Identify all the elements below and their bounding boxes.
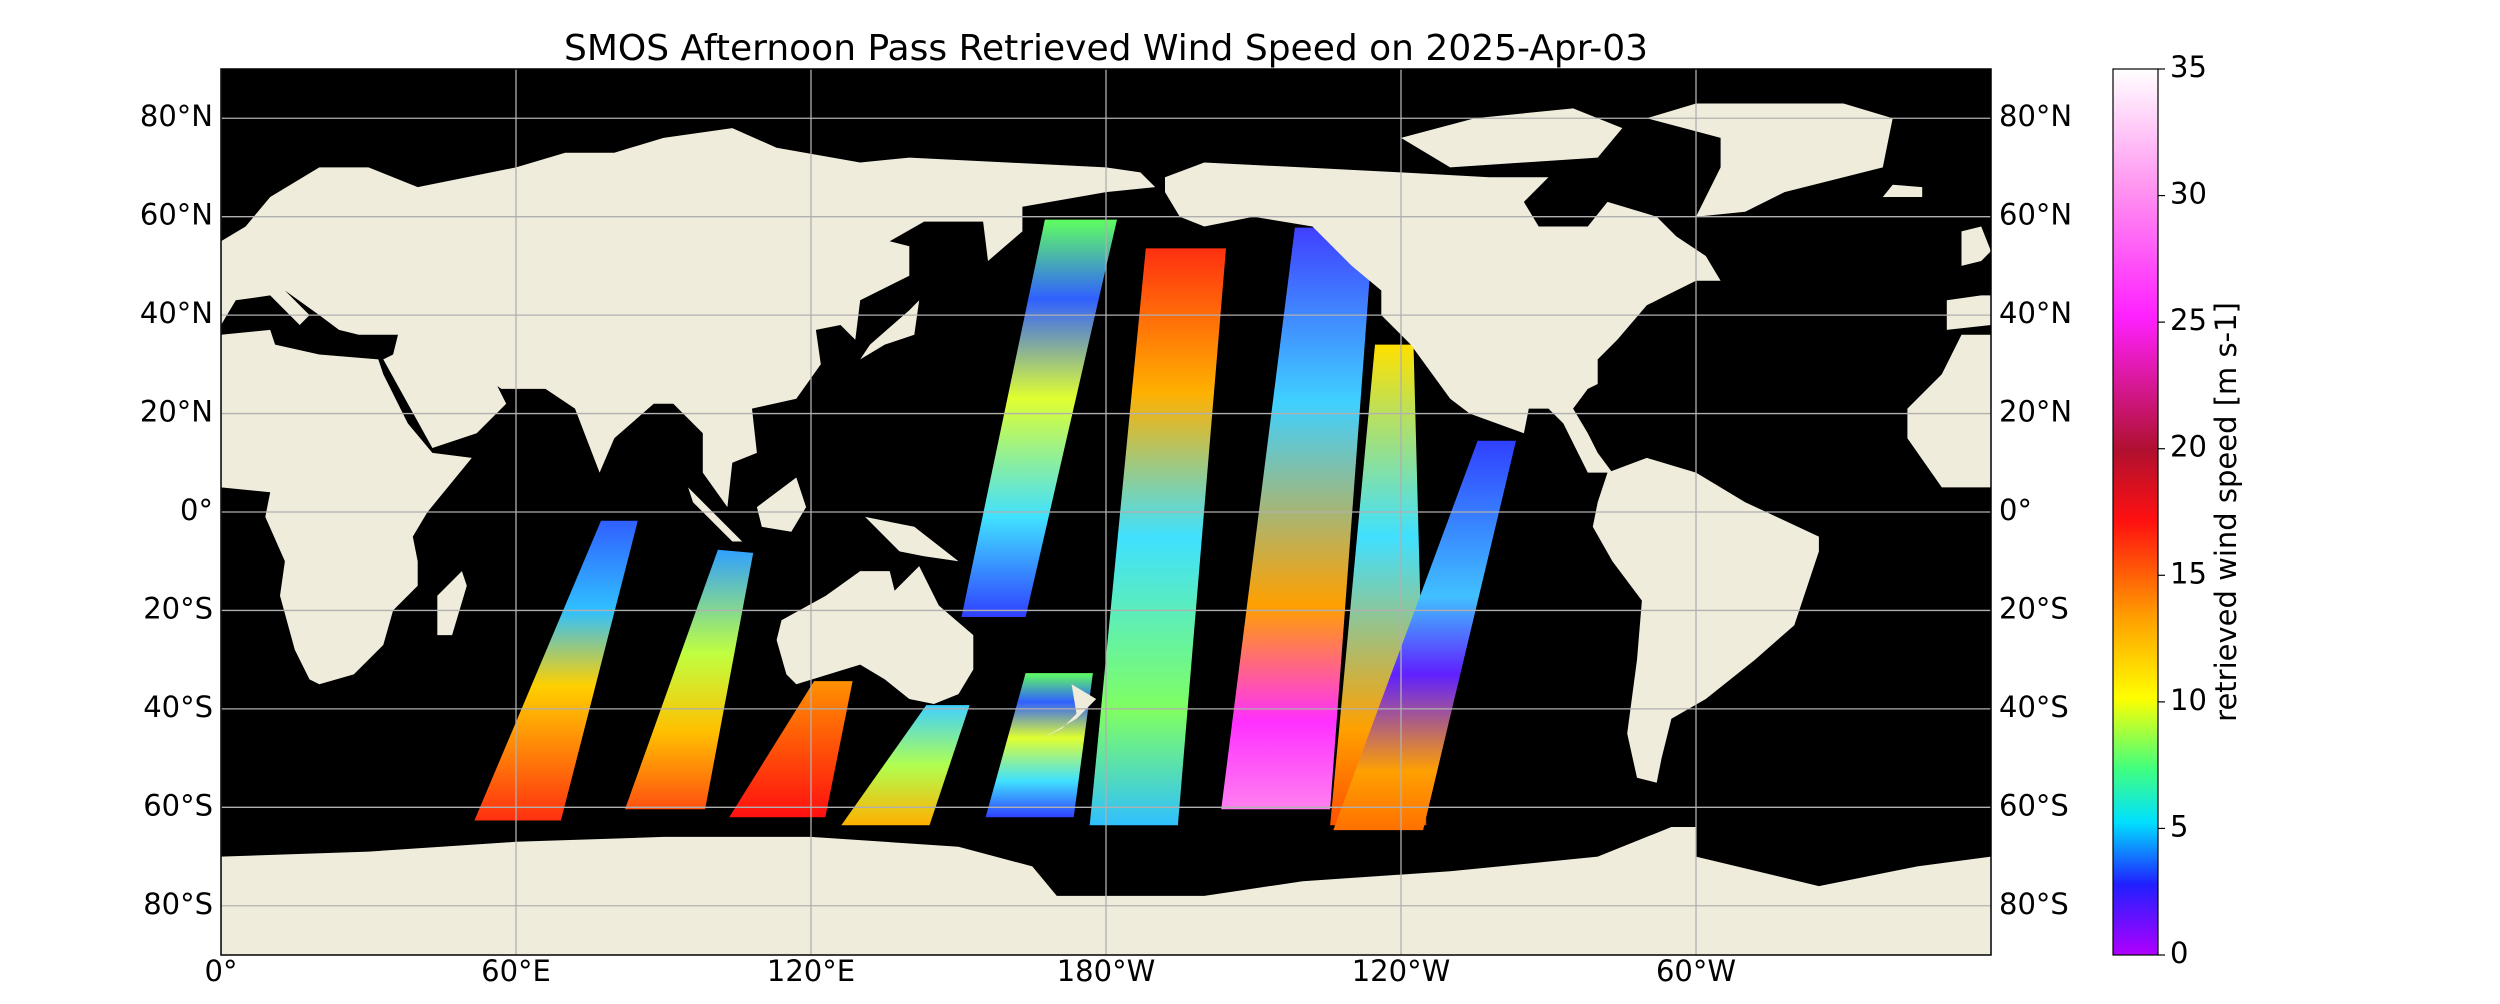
satellite-swath	[961, 219, 1117, 617]
lat-tick-label-left: 60°S	[143, 788, 213, 822]
landmass	[1961, 226, 1991, 266]
lat-tick-label-right: 80°S	[1999, 887, 2069, 921]
satellite-swath	[1333, 440, 1516, 831]
landmass	[221, 329, 472, 685]
landmass	[1165, 162, 1721, 473]
lat-tick-label-right: 60°S	[1999, 788, 2069, 822]
lat-tick-label-left: 40°S	[143, 690, 213, 724]
tick-labels: 80°N 80°N 60°N 60°N 40°N 40°N 20°N 20°N 0° 0° 20°S…	[140, 50, 2207, 988]
landmass	[1907, 334, 1991, 488]
lat-tick-label-right: 20°N	[1999, 395, 2072, 429]
lat-tick-label-right: 0°	[1999, 493, 2032, 527]
landmass	[221, 128, 1156, 508]
landmass	[1646, 103, 1893, 217]
lat-tick-label-right: 80°N	[1999, 99, 2072, 133]
landmass	[756, 477, 807, 532]
lon-tick-label: 60°E	[481, 954, 551, 988]
colorbar	[2112, 68, 2159, 956]
map-area	[221, 69, 1991, 955]
landmass	[1592, 457, 1819, 783]
landmass	[437, 571, 467, 636]
colorbar-tick-label: 0	[2170, 936, 2188, 970]
lat-tick-label-right: 40°N	[1999, 296, 2072, 330]
satellite-swath	[1089, 248, 1226, 826]
lat-tick-label-right: 20°S	[1999, 591, 2069, 625]
lon-tick-label: 180°W	[1057, 954, 1156, 988]
colorbar-tick-label: 10	[2170, 683, 2207, 717]
lat-tick-label-left: 20°S	[143, 591, 213, 625]
colorbar-label: retrieved wind speed [m s-1]	[2209, 302, 2243, 722]
lon-tick-label: 120°E	[767, 954, 855, 988]
satellite-swath	[729, 681, 853, 818]
landmass	[865, 516, 959, 562]
landmass	[1042, 684, 1097, 739]
colorbar-tick-label: 30	[2170, 177, 2207, 211]
colorbar-tick-label: 15	[2170, 556, 2207, 590]
landmass	[1882, 184, 1923, 197]
landmass	[1946, 295, 1991, 330]
lat-tick-label-right: 60°N	[1999, 198, 2072, 232]
map-frame	[220, 68, 1992, 956]
lat-tick-label-left: 60°N	[140, 198, 213, 232]
land	[221, 103, 1991, 955]
map-title: SMOS Afternoon Pass Retrieved Wind Speed…	[564, 28, 1648, 69]
lat-tick-label-left: 80°N	[140, 99, 213, 133]
satellite-swath	[625, 549, 754, 810]
colorbar-tick-label: 5	[2170, 809, 2188, 843]
lat-tick-label-left: 20°N	[140, 395, 213, 429]
lat-tick-label-left: 80°S	[143, 887, 213, 921]
landmass	[1401, 108, 1623, 168]
lat-tick-label-left: 0°	[180, 493, 213, 527]
swaths	[474, 219, 1516, 831]
colorbar-tick-label: 25	[2170, 303, 2207, 337]
satellite-swath	[1221, 227, 1374, 810]
colorbar-tick-label: 35	[2170, 50, 2207, 84]
colorbar-tick-label: 20	[2170, 430, 2207, 464]
lon-tick-label: 0°	[205, 954, 238, 988]
landmass	[221, 827, 1991, 955]
lon-tick-label: 60°W	[1656, 954, 1736, 988]
graticule	[221, 69, 1991, 955]
lat-tick-label-right: 40°S	[1999, 690, 2069, 724]
lon-tick-label: 120°W	[1352, 954, 1451, 988]
landmass	[776, 566, 974, 704]
lat-tick-label-left: 40°N	[140, 296, 213, 330]
satellite-swath	[841, 705, 970, 826]
satellite-swath	[474, 520, 638, 821]
